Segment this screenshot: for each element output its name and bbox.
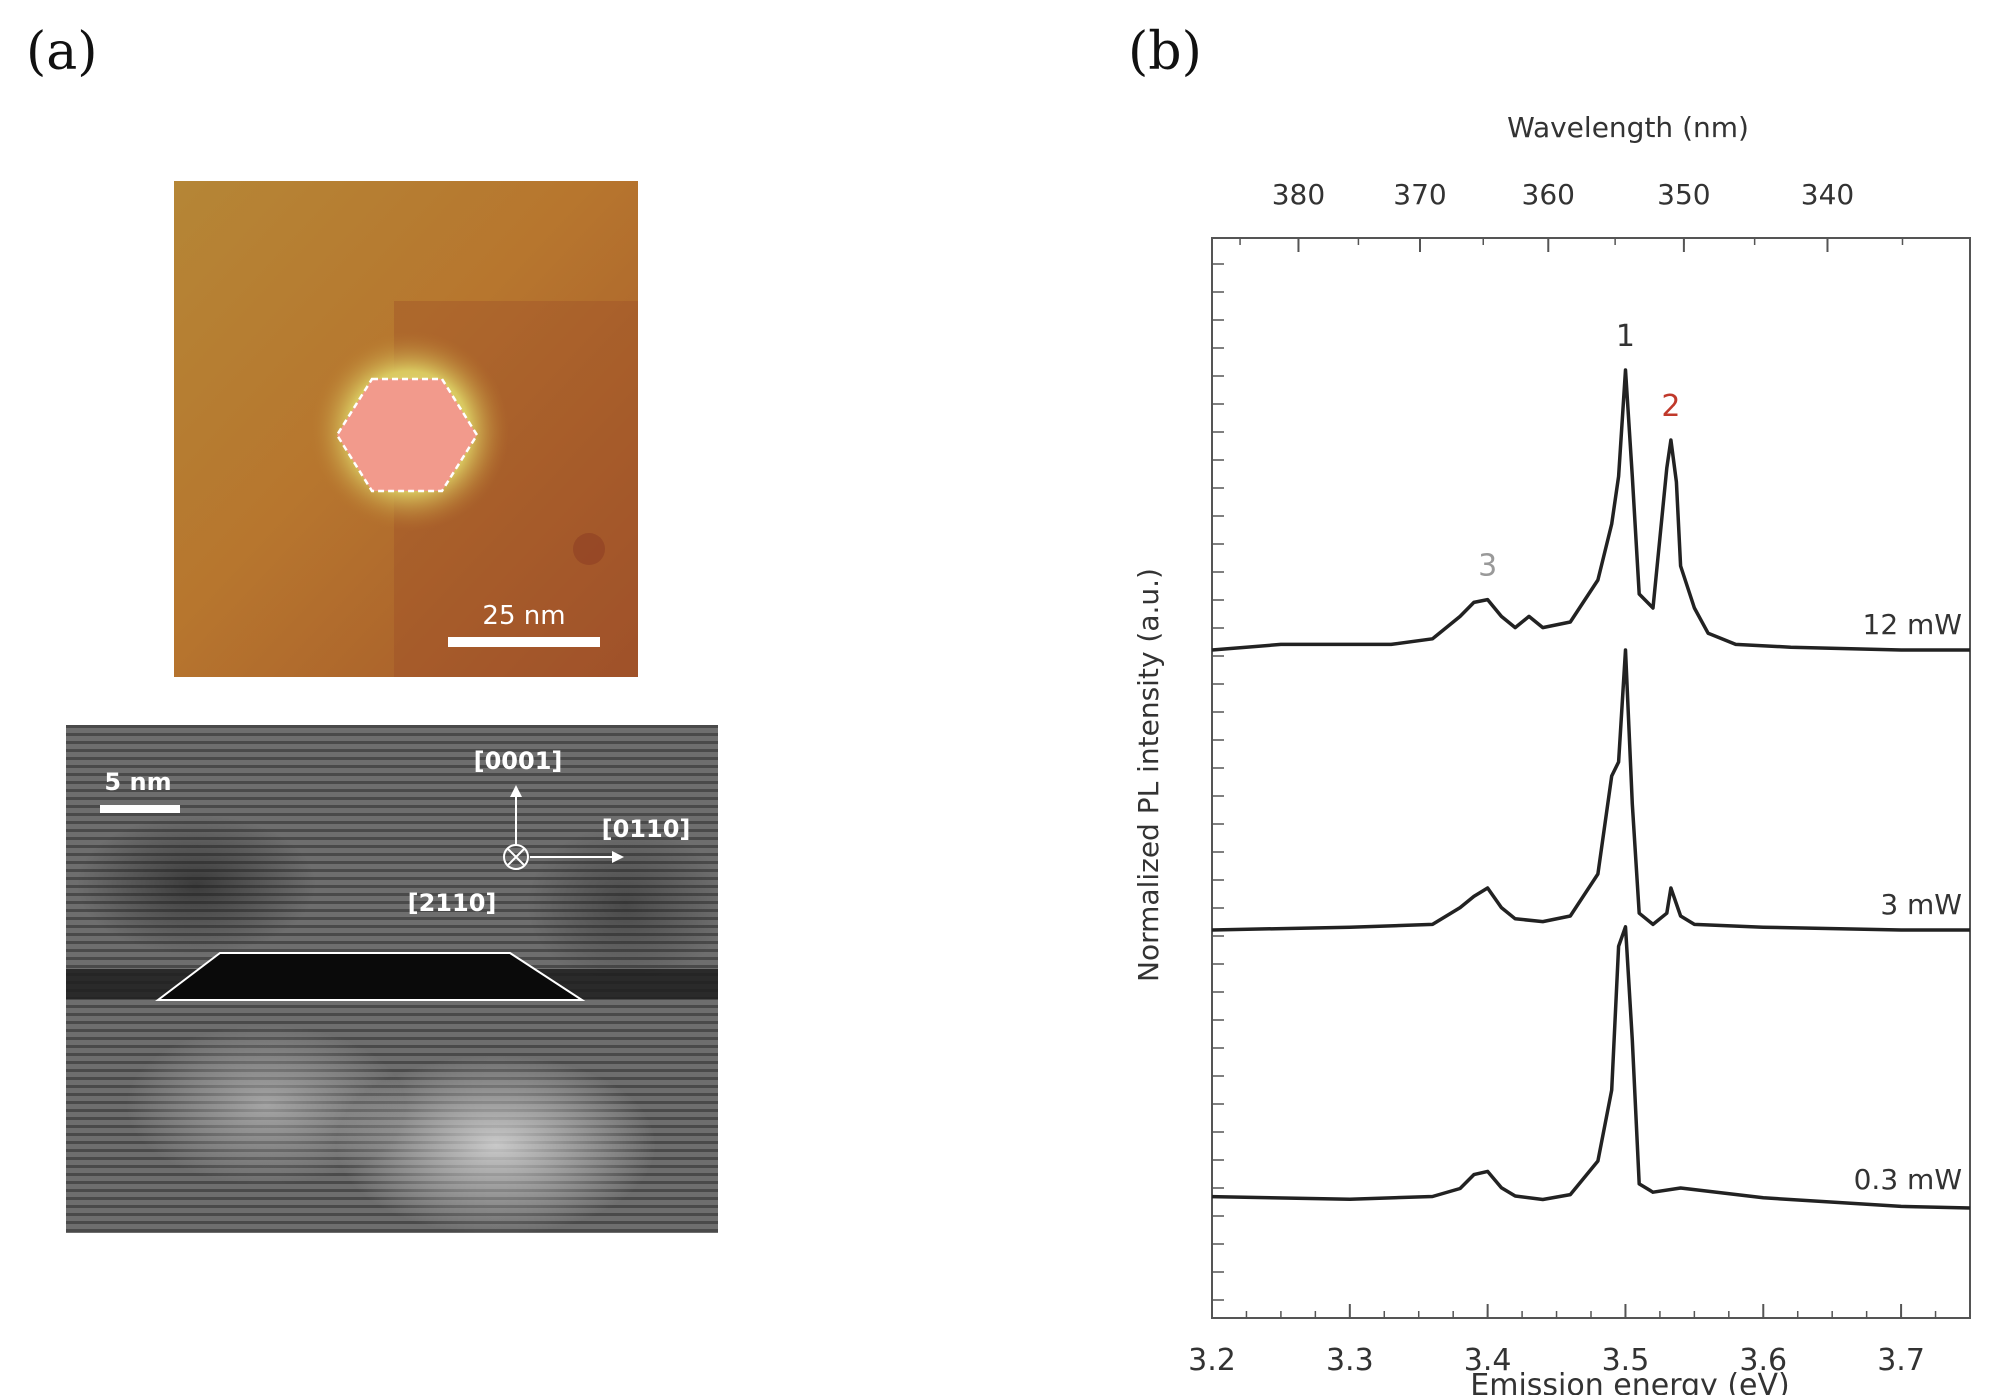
y-axis-ticks — [1212, 263, 1224, 1301]
top-axis-ticks: 380 370 360 350 340 — [1239, 178, 1904, 252]
x-tick-label: 3.4 — [1464, 1343, 1512, 1378]
peak-label: 2 — [1661, 389, 1680, 424]
tem-image: 5 nm [0001] [0110] [2110] — [66, 725, 718, 1233]
peak-label: 3 — [1478, 549, 1497, 584]
x-tick-label: 3.2 — [1188, 1343, 1236, 1378]
spectrum-line — [1211, 925, 1971, 1210]
power-label: 3 mW — [1880, 888, 1962, 921]
dir-2110-label: [2110] — [408, 889, 497, 917]
afm-dark-spot — [573, 533, 605, 565]
y-axis-label: Normalized PL intensity (a.u.) — [1132, 568, 1165, 982]
hexagon-island — [337, 379, 477, 491]
top-axis-label: Wavelength (nm) — [1507, 111, 1749, 144]
afm-image: 25 nm — [174, 181, 638, 677]
pl-chart: Wavelength (nm) 380 370 360 350 340 3.2 3.3 3.… — [1132, 111, 1971, 1395]
panel-a-label: (a) — [26, 22, 98, 82]
tem-light-area-2 — [126, 1025, 406, 1185]
tem-quantum-dot — [158, 953, 582, 1000]
spectrum-line — [1211, 648, 1970, 932]
top-tick-label: 360 — [1522, 178, 1575, 211]
x-tick-label: 3.6 — [1739, 1343, 1787, 1378]
panel-b-label: (b) — [1128, 22, 1202, 82]
afm-scalebar-label: 25 nm — [482, 601, 565, 631]
peak-labels: 12 3 — [1478, 319, 1680, 584]
power-labels: 12 mW 3 mW 0.3 mW — [1854, 608, 1962, 1196]
tem-scalebar-label: 5 nm — [104, 768, 171, 796]
power-label: 0.3 mW — [1854, 1163, 1962, 1196]
top-tick-label: 370 — [1393, 178, 1446, 211]
spectra — [1211, 368, 1971, 1210]
plot-frame — [1211, 237, 1971, 1319]
tem-dark-area — [76, 815, 316, 955]
top-tick-label: 350 — [1657, 178, 1710, 211]
dir-0110-label: [0110] — [602, 815, 691, 843]
x-tick-label: 3.5 — [1602, 1343, 1650, 1378]
peak-label: 1 — [1616, 319, 1635, 354]
right-arrow-head — [612, 851, 624, 863]
dir-0001-label: [0001] — [474, 747, 563, 775]
tem-light-area — [336, 1055, 656, 1233]
up-arrow-head — [510, 785, 522, 797]
top-tick-label: 380 — [1272, 178, 1325, 211]
tem-scalebar — [100, 805, 180, 813]
spectrum-line — [1211, 368, 1970, 652]
tem-dark-area-2 — [526, 825, 718, 985]
hexagon-outline — [335, 377, 479, 493]
into-page-icon — [503, 844, 529, 870]
x-axis-ticks: 3.2 3.3 3.4 3.5 3.6 3.7 — [1188, 1304, 1971, 1378]
x-tick-label: 3.7 — [1877, 1343, 1925, 1378]
tem-dot-outline — [155, 952, 586, 1001]
top-tick-label: 340 — [1801, 178, 1854, 211]
afm-scalebar — [448, 637, 600, 647]
x-axis-label: Emission energy (eV) — [1470, 1368, 1789, 1395]
x-tick-label: 3.3 — [1326, 1343, 1374, 1378]
power-label: 12 mW — [1863, 608, 1963, 641]
